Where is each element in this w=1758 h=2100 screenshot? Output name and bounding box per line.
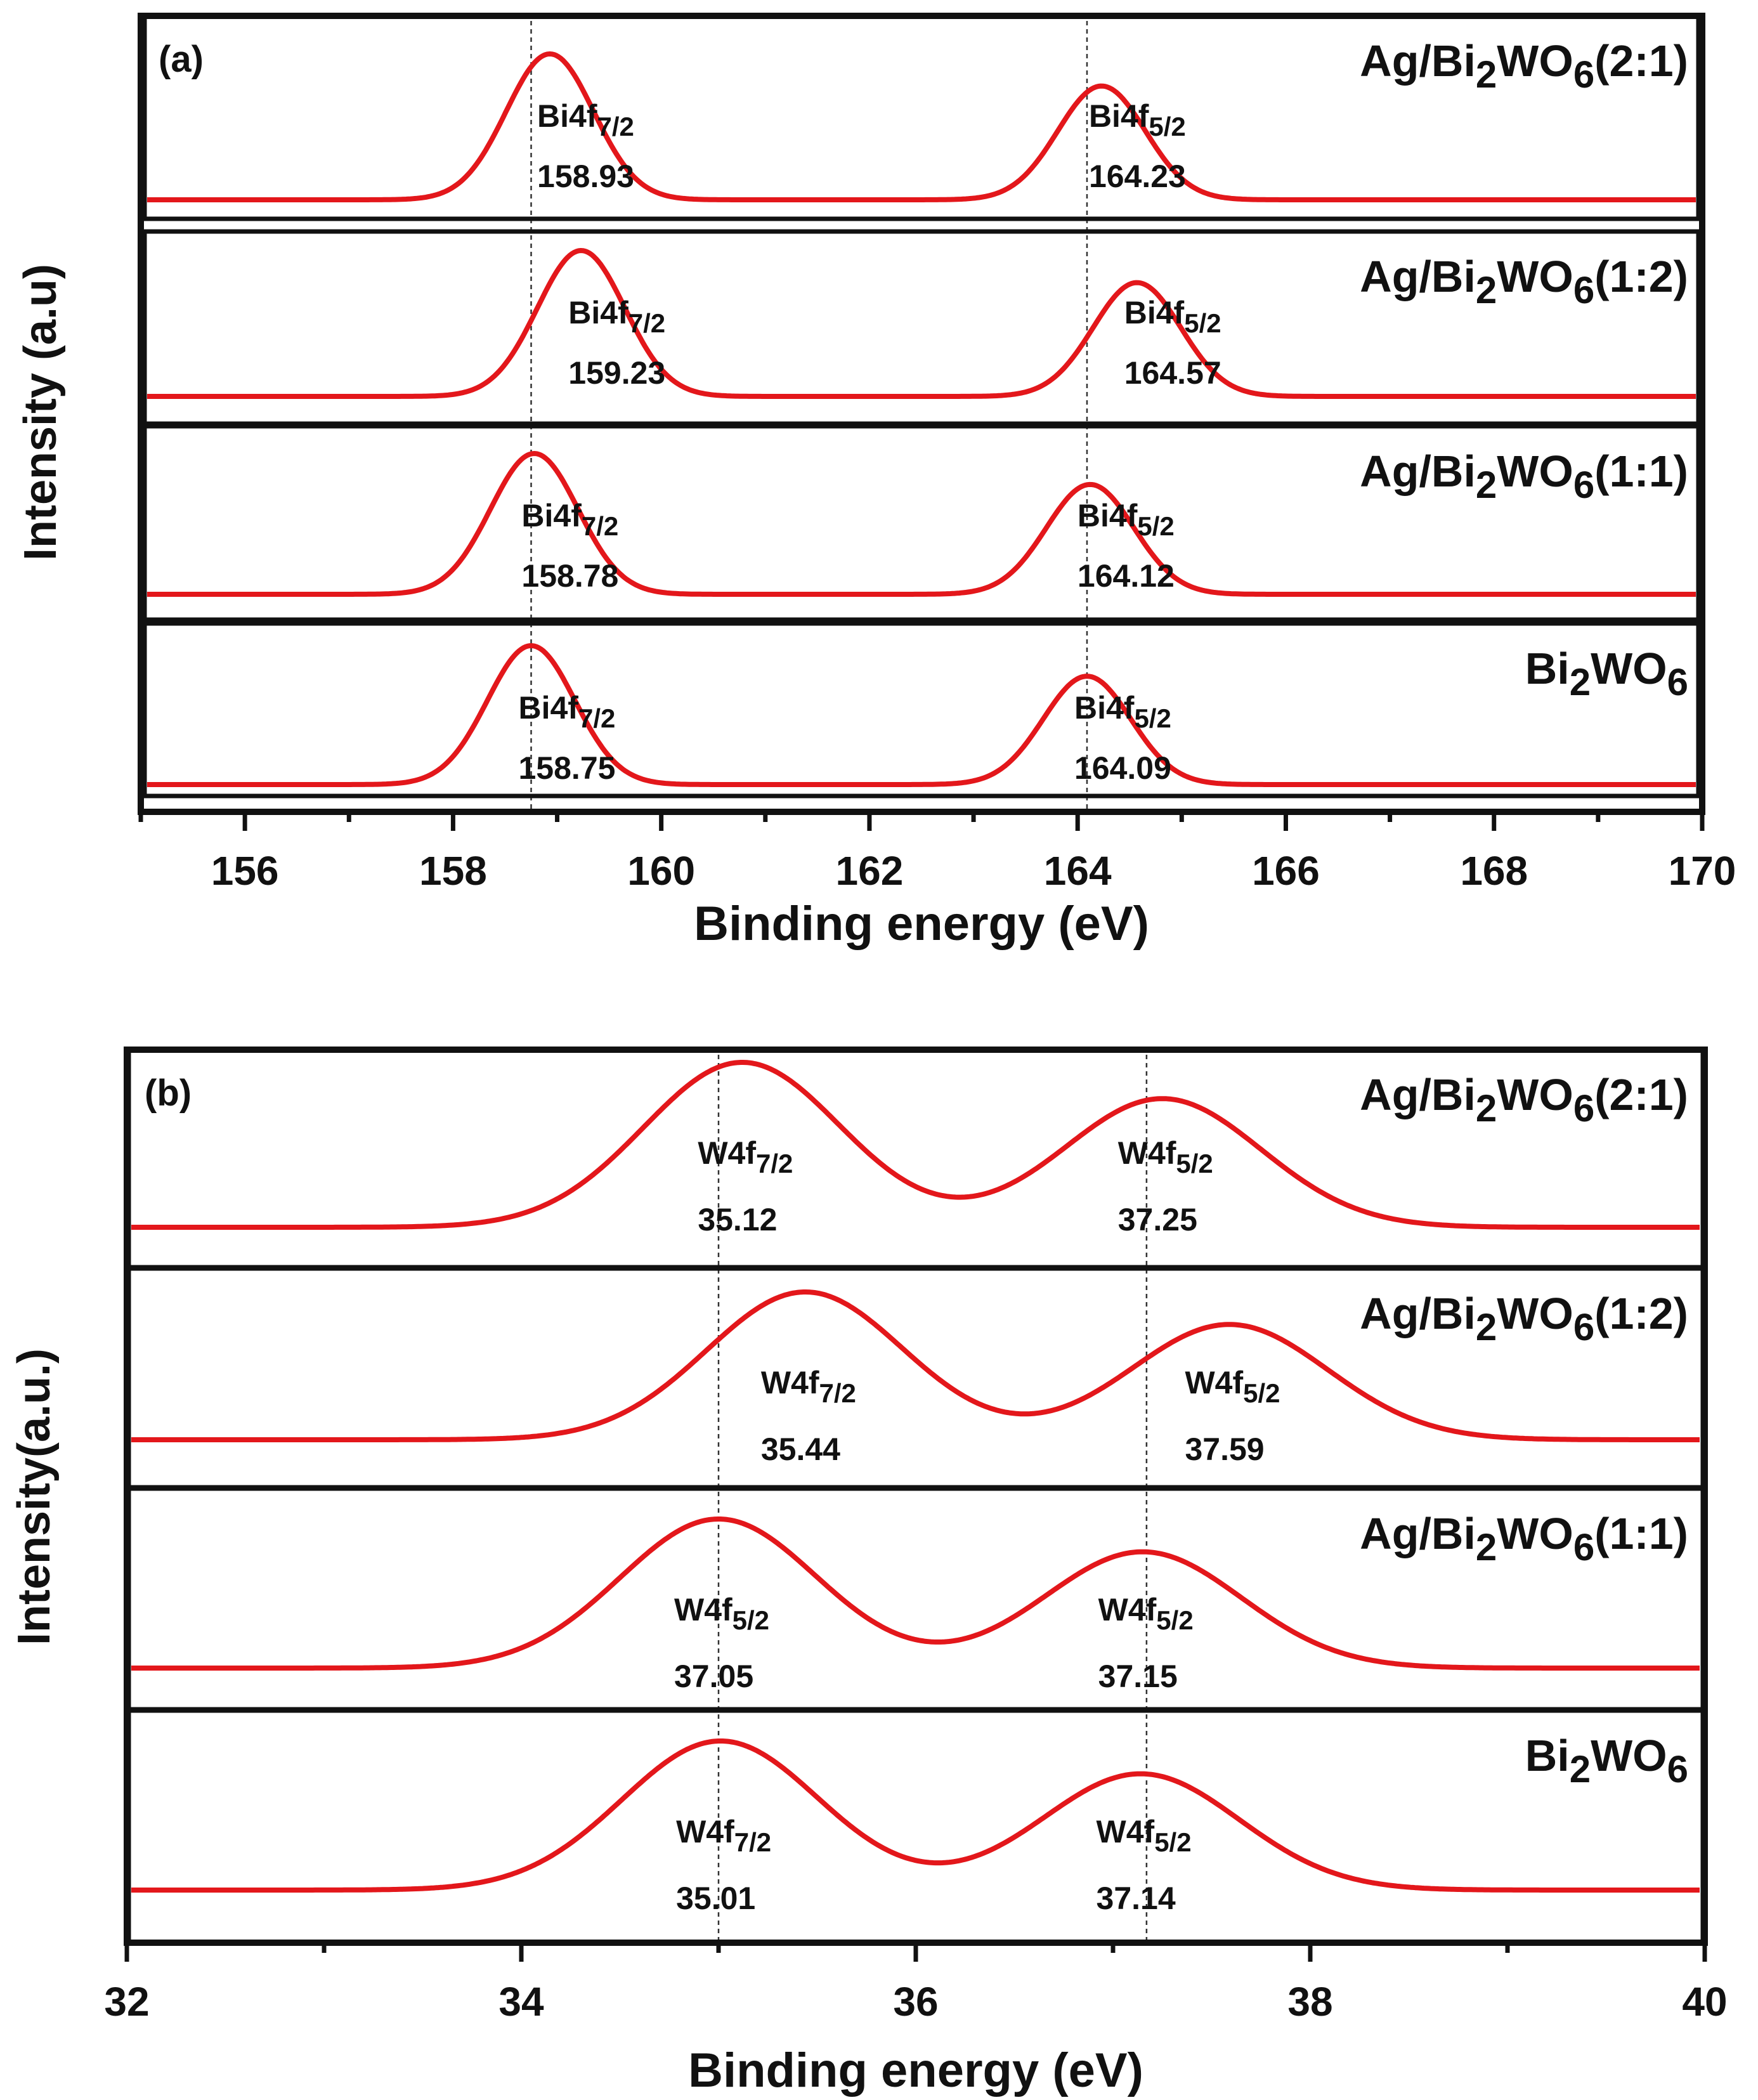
panel-label: (a) [159, 39, 204, 80]
x-axis-title: Binding energy (eV) [688, 2044, 1143, 2097]
subpanel-frame [142, 229, 1701, 426]
y-axis-title: Intensity(a.u.) [9, 1348, 60, 1645]
panel-label: (b) [145, 1073, 192, 1114]
y-axis-title: Intensity (a.u) [15, 264, 66, 561]
sample-label: Ag/Bi2WO6(2:1) [1360, 1070, 1688, 1130]
peak-value-label: 37.15 [1098, 1659, 1178, 1694]
x-tick-label: 158 [419, 848, 487, 894]
plot-frame [138, 13, 1705, 815]
peak-value-label: 164.09 [1074, 750, 1171, 786]
spectrum-line [131, 1516, 1700, 1671]
subpanel-1: W4f7/2 35.44 W4f5/2 37.59 Ag/Bi2WO6(1:2) [126, 1266, 1705, 1490]
peak-name-label: W4f7/2 [698, 1135, 793, 1178]
sample-label: Ag/Bi2WO6(1:1) [1360, 447, 1688, 506]
peak-name-label: Bi4f5/2 [1124, 295, 1221, 338]
x-tick-label: 166 [1252, 848, 1320, 894]
subpanel-0: W4f7/2 35.12 W4f5/2 37.25 Ag/Bi2WO6(2:1) [126, 1047, 1705, 1270]
peak-name-label: W4f5/2 [1098, 1592, 1194, 1635]
peak-name-label: W4f5/2 [1097, 1814, 1192, 1857]
x-tick-label: 168 [1460, 848, 1528, 894]
peak-value-label: 164.57 [1124, 355, 1221, 391]
peak-name-label: W4f7/2 [676, 1814, 771, 1857]
peak-value-label: 158.75 [519, 750, 616, 786]
plot-frame [124, 1047, 1708, 1946]
peak-value-label: 37.59 [1185, 1432, 1264, 1467]
peak-name-label: W4f5/2 [674, 1592, 769, 1635]
spectrum-line [146, 51, 1696, 202]
peak-value-label: 35.44 [761, 1432, 840, 1467]
subpanel-1: Bi4f7/2 159.23 Bi4f5/2 164.57 Ag/Bi2WO6(1:2) [142, 229, 1701, 426]
chart-panel-0: Bi4f7/2 158.93 Bi4f5/2 164.23 Ag/Bi2WO6(2:1)… [15, 13, 1736, 951]
sample-label: Ag/Bi2WO6(1:2) [1360, 252, 1688, 311]
subpanel-2: W4f5/2 37.05 W4f5/2 37.15 Ag/Bi2WO6(1:1) [126, 1486, 1705, 1712]
x-tick-label: 164 [1044, 848, 1112, 894]
x-tick-label: 36 [893, 1979, 938, 2025]
x-tick-label: 170 [1669, 848, 1736, 894]
peak-name-label: Bi4f7/2 [568, 295, 665, 338]
peak-value-label: 159.23 [568, 355, 665, 391]
peak-name-label: Bi4f5/2 [1089, 98, 1186, 141]
peak-value-label: 164.23 [1089, 159, 1186, 194]
sample-label: Ag/Bi2WO6(2:1) [1360, 36, 1688, 96]
x-tick-label: 40 [1682, 1979, 1727, 2025]
peak-name-label: Bi4f7/2 [519, 690, 616, 733]
peak-value-label: 35.01 [676, 1881, 755, 1916]
subpanel-frame [142, 621, 1701, 799]
spectrum-line [146, 451, 1696, 597]
x-tick-label: 32 [104, 1979, 149, 2025]
peak-value-label: 35.12 [698, 1202, 777, 1237]
peak-value-label: 158.93 [537, 159, 634, 194]
subpanel-frame [142, 424, 1701, 622]
chart-panel-1: W4f7/235.12W4f5/237.25Ag/Bi2WO6(2:1)W4f7… [9, 1047, 1728, 2097]
peak-name-label: Bi4f7/2 [537, 98, 634, 141]
subpanel-3: W4f7/2 35.01 W4f5/2 37.14 Bi2WO6 [126, 1708, 1705, 1945]
peak-name-label: Bi4f5/2 [1074, 690, 1171, 733]
spectrum-line [131, 1289, 1700, 1442]
x-tick-label: 160 [627, 848, 695, 894]
peak-value-label: 164.12 [1078, 558, 1175, 594]
peak-name-label: Bi4f5/2 [1078, 498, 1175, 541]
spectrum-line [131, 1060, 1700, 1230]
subpanel-frame [126, 1708, 1705, 1945]
spectrum-line [131, 1738, 1700, 1893]
spectrum-line [146, 643, 1696, 787]
peak-name-label: W4f7/2 [761, 1365, 856, 1408]
sample-label: Ag/Bi2WO6(1:2) [1360, 1289, 1688, 1348]
peak-value-label: 37.25 [1118, 1202, 1197, 1237]
peak-value-label: 37.05 [674, 1659, 753, 1694]
x-tick-label: 162 [836, 848, 904, 894]
peak-value-label: 37.14 [1097, 1881, 1176, 1916]
x-tick-label: 34 [498, 1979, 544, 2025]
peak-name-label: W4f5/2 [1185, 1365, 1280, 1408]
peak-name-label: W4f5/2 [1118, 1135, 1213, 1178]
peak-value-label: 158.78 [521, 558, 618, 594]
x-axis-title: Binding energy (eV) [694, 897, 1149, 951]
spectrum-line [146, 248, 1696, 399]
subpanel-3: Bi4f7/2 158.75 Bi4f5/2 164.09 Bi2WO6 [142, 621, 1701, 799]
peak-name-label: Bi4f7/2 [521, 498, 618, 541]
sample-label: Ag/Bi2WO6(1:1) [1360, 1509, 1688, 1568]
x-tick-label: 38 [1287, 1979, 1332, 2025]
sample-label: Bi2WO6 [1525, 644, 1688, 703]
sample-label: Bi2WO6 [1525, 1731, 1688, 1790]
subpanel-0: Bi4f7/2 158.93 Bi4f5/2 164.23 Ag/Bi2WO6(2:1) [142, 13, 1701, 221]
x-tick-label: 156 [211, 848, 279, 894]
subpanel-2: Bi4f7/2 158.78 Bi4f5/2 164.12 Ag/Bi2WO6(1:1) [142, 424, 1701, 622]
